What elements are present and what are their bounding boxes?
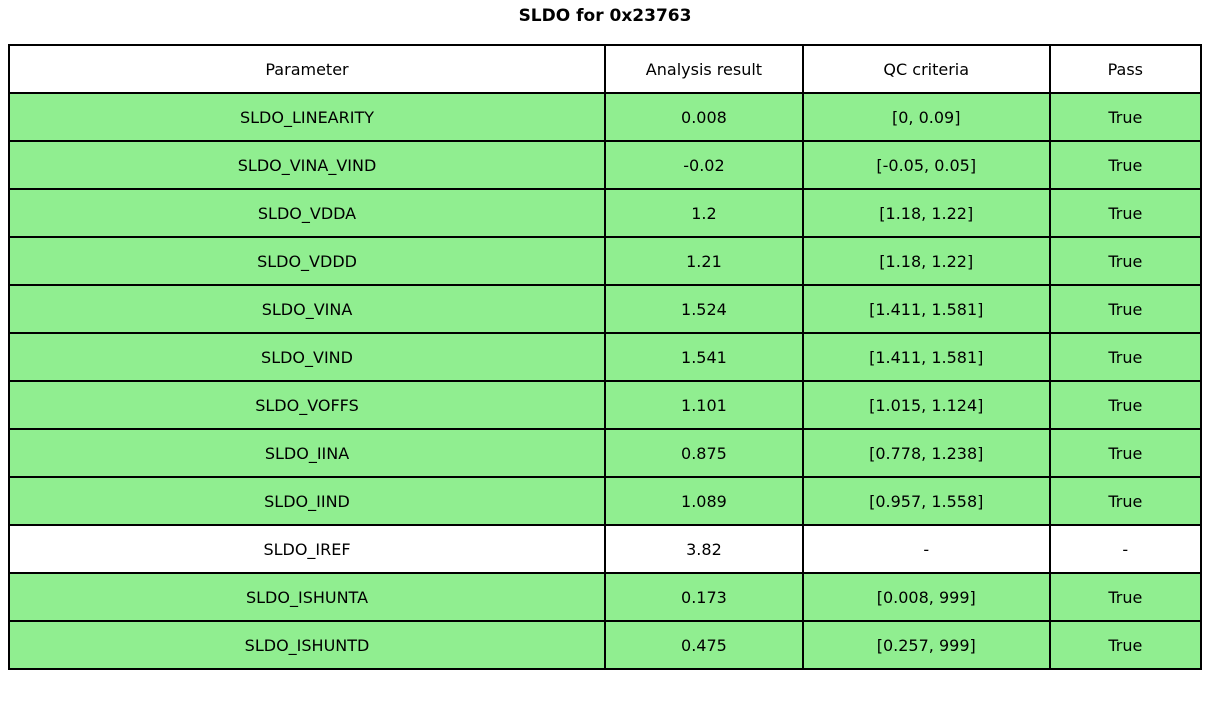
cell-pass: True bbox=[1048, 92, 1203, 142]
cell-qc-criteria: [1.411, 1.581] bbox=[801, 284, 1051, 334]
cell-parameter: SLDO_VOFFS bbox=[7, 380, 607, 430]
cell-parameter: SLDO_VDDD bbox=[7, 236, 607, 286]
table-row: SLDO_VINA 1.524 [1.411, 1.581] True bbox=[7, 284, 1203, 334]
cell-parameter: SLDO_ISHUNTD bbox=[7, 620, 607, 670]
cell-parameter: SLDO_VINA_VIND bbox=[7, 140, 607, 190]
table-row: SLDO_IIND 1.089 [0.957, 1.558] True bbox=[7, 476, 1203, 526]
header-parameter: Parameter bbox=[7, 44, 607, 94]
cell-parameter: SLDO_VIND bbox=[7, 332, 607, 382]
table-row: SLDO_VINA_VIND -0.02 [-0.05, 0.05] True bbox=[7, 140, 1203, 190]
table-row: SLDO_LINEARITY 0.008 [0, 0.09] True bbox=[7, 92, 1203, 142]
table-row: SLDO_VDDA 1.2 [1.18, 1.22] True bbox=[7, 188, 1203, 238]
cell-pass: True bbox=[1048, 332, 1203, 382]
cell-qc-criteria: [0.957, 1.558] bbox=[801, 476, 1051, 526]
cell-pass: True bbox=[1048, 140, 1203, 190]
cell-qc-criteria: [1.411, 1.581] bbox=[801, 332, 1051, 382]
cell-pass: - bbox=[1048, 524, 1203, 574]
page-title: SLDO for 0x23763 bbox=[518, 6, 692, 26]
cell-analysis-result: 0.173 bbox=[604, 572, 804, 622]
cell-qc-criteria: [-0.05, 0.05] bbox=[801, 140, 1051, 190]
cell-analysis-result: 1.101 bbox=[604, 380, 804, 430]
header-row: Parameter Analysis result QC criteria Pa… bbox=[7, 44, 1203, 94]
cell-analysis-result: 0.008 bbox=[604, 92, 804, 142]
cell-pass: True bbox=[1048, 572, 1203, 622]
cell-pass: True bbox=[1048, 188, 1203, 238]
cell-parameter: SLDO_IINA bbox=[7, 428, 607, 478]
cell-parameter: SLDO_ISHUNTA bbox=[7, 572, 607, 622]
cell-parameter: SLDO_VINA bbox=[7, 284, 607, 334]
cell-analysis-result: 1.2 bbox=[604, 188, 804, 238]
cell-parameter: SLDO_VDDA bbox=[7, 188, 607, 238]
qc-table: Parameter Analysis result QC criteria Pa… bbox=[7, 44, 1203, 670]
cell-qc-criteria: - bbox=[801, 524, 1051, 574]
cell-qc-criteria: [0.257, 999] bbox=[801, 620, 1051, 670]
cell-pass: True bbox=[1048, 284, 1203, 334]
cell-qc-criteria: [1.18, 1.22] bbox=[801, 236, 1051, 286]
cell-pass: True bbox=[1048, 380, 1203, 430]
cell-qc-criteria: [1.18, 1.22] bbox=[801, 188, 1051, 238]
table-header: Parameter Analysis result QC criteria Pa… bbox=[7, 44, 1203, 94]
cell-qc-criteria: [0.008, 999] bbox=[801, 572, 1051, 622]
table-row: SLDO_VOFFS 1.101 [1.015, 1.124] True bbox=[7, 380, 1203, 430]
cell-qc-criteria: [0.778, 1.238] bbox=[801, 428, 1051, 478]
header-qc-criteria: QC criteria bbox=[801, 44, 1051, 94]
table-row: SLDO_VDDD 1.21 [1.18, 1.22] True bbox=[7, 236, 1203, 286]
cell-pass: True bbox=[1048, 476, 1203, 526]
cell-parameter: SLDO_IIND bbox=[7, 476, 607, 526]
cell-analysis-result: 0.875 bbox=[604, 428, 804, 478]
cell-parameter: SLDO_IREF bbox=[7, 524, 607, 574]
table-row: SLDO_IINA 0.875 [0.778, 1.238] True bbox=[7, 428, 1203, 478]
cell-pass: True bbox=[1048, 620, 1203, 670]
cell-pass: True bbox=[1048, 428, 1203, 478]
cell-analysis-result: 1.089 bbox=[604, 476, 804, 526]
cell-analysis-result: -0.02 bbox=[604, 140, 804, 190]
table-row: SLDO_IREF 3.82- - bbox=[7, 524, 1203, 574]
cell-analysis-result: 0.475 bbox=[604, 620, 804, 670]
cell-analysis-result: 1.21 bbox=[604, 236, 804, 286]
cell-analysis-result: 1.541 bbox=[604, 332, 804, 382]
header-analysis-result: Analysis result bbox=[604, 44, 804, 94]
table-body: SLDO_LINEARITY 0.008 [0, 0.09] True SLDO_VIN… bbox=[7, 92, 1203, 670]
table-row: SLDO_ISHUNTD 0.475 [0.257, 999] True bbox=[7, 620, 1203, 670]
cell-qc-criteria: [0, 0.09] bbox=[801, 92, 1051, 142]
cell-qc-criteria: [1.015, 1.124] bbox=[801, 380, 1051, 430]
cell-pass: True bbox=[1048, 236, 1203, 286]
table-row: SLDO_ISHUNTA 0.173 [0.008, 999] True bbox=[7, 572, 1203, 622]
table-row: SLDO_VIND 1.541 [1.411, 1.581] True bbox=[7, 332, 1203, 382]
header-pass: Pass bbox=[1048, 44, 1203, 94]
cell-analysis-result: 3.82 bbox=[604, 524, 804, 574]
cell-analysis-result: 1.524 bbox=[604, 284, 804, 334]
cell-parameter: SLDO_LINEARITY bbox=[7, 92, 607, 142]
